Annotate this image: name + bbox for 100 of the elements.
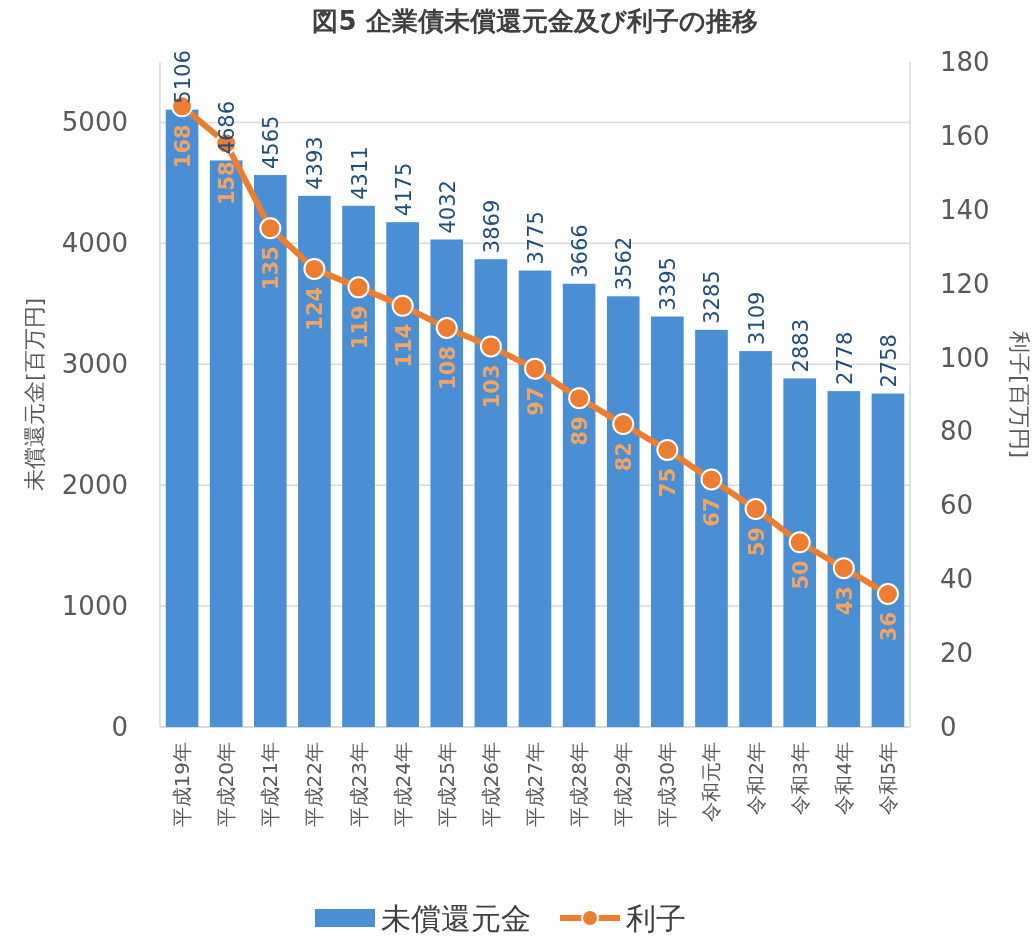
point [524, 357, 546, 380]
x-tick-label: 平成28年 [567, 742, 592, 828]
data-label: 3666 [568, 224, 593, 278]
y-tick-label: 3000 [61, 349, 128, 380]
point [259, 217, 282, 240]
data-label: 2778 [832, 331, 857, 386]
bar [298, 195, 331, 727]
data-label: 36 [876, 612, 901, 642]
y2-tick-label: 180 [940, 47, 990, 77]
x-tick-label: 令和3年 [787, 742, 812, 815]
point [656, 438, 679, 461]
bar [606, 296, 640, 727]
y-tick-label: 1000 [61, 591, 128, 622]
data-label: 5106 [171, 50, 196, 104]
x-tick-label: 令和4年 [831, 742, 856, 815]
x-tick-label: 平成22年 [302, 742, 327, 828]
data-label: 124 [303, 286, 328, 331]
x-tick-label: 平成30年 [655, 742, 680, 828]
bar [474, 259, 508, 727]
x-tick-label: 令和元年 [699, 742, 724, 822]
data-label: 43 [832, 586, 857, 616]
bar [695, 329, 728, 727]
data-label: 2883 [788, 318, 813, 373]
point [391, 294, 414, 317]
data-label: 4032 [435, 180, 460, 234]
y2-tick-label: 0 [940, 712, 957, 742]
x-tick-label: 平成19年 [170, 742, 195, 828]
data-label: 3109 [744, 291, 769, 346]
point [568, 387, 591, 410]
x-tick-label: 平成24年 [390, 742, 415, 828]
y2-tick-label: 20 [940, 638, 974, 669]
bar [386, 222, 419, 727]
data-label: 135 [259, 246, 284, 291]
data-label: 119 [347, 305, 372, 350]
bar [209, 160, 243, 727]
data-label: 97 [524, 386, 548, 416]
data-label: 3869 [479, 199, 504, 254]
x-tick-label: 平成27年 [523, 742, 547, 828]
y2-axis-title: 利子[百万円] [1007, 330, 1032, 459]
bar [783, 378, 817, 727]
data-label: 3562 [612, 236, 637, 291]
data-label: 158 [215, 161, 240, 206]
point [744, 498, 767, 521]
x-tick-label: 平成21年 [258, 742, 283, 828]
point [347, 276, 370, 299]
x-tick-label: 令和2年 [743, 742, 768, 815]
point [700, 468, 723, 491]
bar [739, 351, 772, 727]
data-label: 3775 [524, 211, 548, 265]
bar [518, 270, 552, 727]
data-label: 114 [391, 323, 416, 368]
legend-label: 利子 [626, 901, 686, 936]
bar [430, 239, 464, 727]
data-label: 89 [568, 416, 593, 446]
x-tick-label: 令和5年 [875, 742, 900, 815]
point [612, 413, 635, 436]
x-tick-label: 平成29年 [611, 742, 636, 828]
y-tick-label: 5000 [61, 107, 128, 138]
point [303, 257, 326, 280]
y2-tick-label: 160 [940, 120, 990, 151]
point [788, 531, 811, 554]
data-label: 82 [612, 442, 637, 472]
data-label: 59 [744, 527, 769, 557]
bar [253, 175, 287, 727]
bar [871, 393, 905, 727]
y-tick-label: 4000 [61, 228, 128, 259]
y2-tick-label: 80 [940, 416, 974, 447]
y-tick-label: 2000 [61, 470, 128, 501]
y2-tick-label: 40 [940, 564, 974, 595]
data-label: 3285 [700, 270, 725, 324]
bar [342, 205, 375, 727]
point [832, 557, 855, 580]
bar [827, 391, 861, 727]
data-label: 2758 [876, 334, 901, 388]
data-label: 4686 [215, 100, 240, 155]
y2-tick-label: 100 [940, 342, 990, 373]
y-tick-label: 0 [111, 712, 128, 742]
x-tick-label: 平成26年 [478, 742, 503, 828]
data-label: 4311 [347, 146, 372, 200]
y2-tick-label: 140 [940, 194, 990, 225]
x-tick-label: 平成20年 [214, 742, 239, 828]
point [876, 583, 899, 605]
chart-title: 図5 企業債未償還元金及び利子の推移 [312, 6, 758, 36]
data-label: 4565 [259, 115, 284, 170]
data-label: 75 [656, 467, 681, 498]
y2-tick-label: 120 [940, 268, 990, 299]
bar [165, 109, 199, 727]
point [435, 317, 458, 339]
y-axis-title: 未償還元金[百万円] [22, 297, 47, 492]
data-label: 108 [435, 346, 460, 390]
x-tick-label: 平成25年 [434, 742, 459, 828]
x-tick-label: 平成23年 [346, 742, 371, 828]
bar [651, 316, 684, 727]
data-label: 103 [479, 364, 504, 409]
y2-tick-label: 60 [940, 490, 974, 521]
data-label: 67 [700, 497, 725, 527]
bar [562, 283, 596, 727]
data-label: 168 [171, 124, 196, 169]
data-label: 4393 [303, 136, 328, 190]
data-label: 4175 [391, 162, 416, 217]
